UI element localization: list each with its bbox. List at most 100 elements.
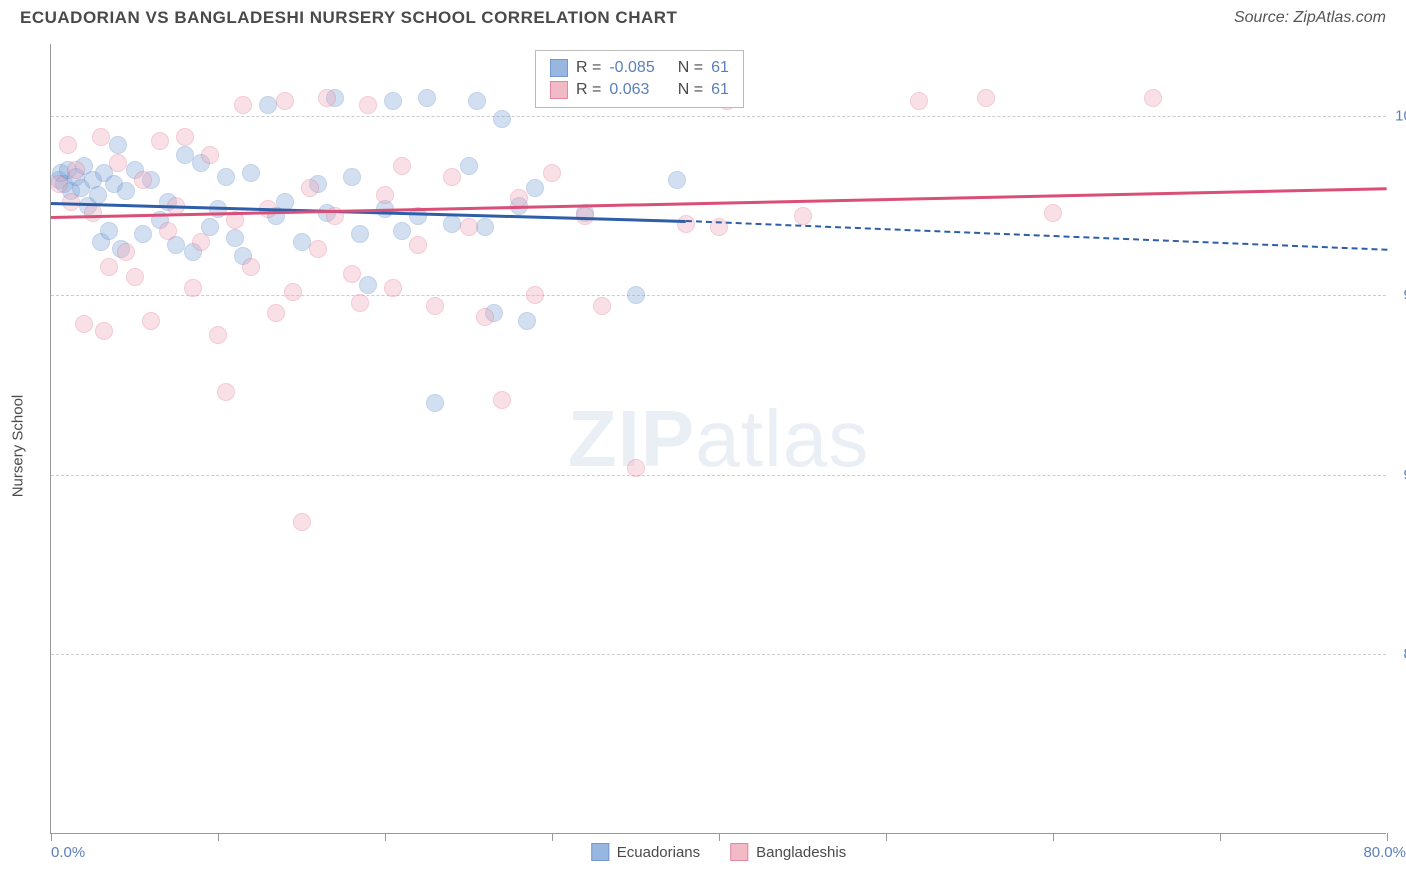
x-tick — [1220, 833, 1221, 841]
scatter-point — [159, 222, 177, 240]
source-attribution: Source: ZipAtlas.com — [1234, 9, 1386, 27]
y-axis-label: Nursery School — [10, 395, 27, 498]
scatter-point — [1144, 89, 1162, 107]
watermark-text: ZIPatlas — [568, 393, 869, 485]
legend-row: R = -0.085 N = 61 — [550, 57, 729, 79]
scatter-point — [526, 179, 544, 197]
scatter-point — [192, 233, 210, 251]
scatter-point — [201, 146, 219, 164]
legend-swatch — [550, 59, 568, 77]
scatter-point — [95, 322, 113, 340]
legend-swatch — [730, 843, 748, 861]
x-tick — [552, 833, 553, 841]
scatter-point — [526, 286, 544, 304]
scatter-point — [493, 110, 511, 128]
scatter-point — [309, 240, 327, 258]
scatter-point — [276, 92, 294, 110]
scatter-point — [359, 276, 377, 294]
scatter-point — [259, 96, 277, 114]
legend-row: R = 0.063 N = 61 — [550, 79, 729, 101]
scatter-point — [351, 294, 369, 312]
scatter-point — [460, 157, 478, 175]
scatter-point — [134, 171, 152, 189]
scatter-point — [267, 304, 285, 322]
legend-item: Ecuadorians — [591, 843, 700, 861]
scatter-point — [59, 136, 77, 154]
scatter-point — [89, 186, 107, 204]
scatter-chart: ZIPatlas 85.0%90.0%95.0%100.0%0.0%80.0%R… — [50, 44, 1386, 834]
scatter-point — [677, 215, 695, 233]
scatter-point — [668, 171, 686, 189]
x-tick — [1387, 833, 1388, 841]
scatter-point — [476, 308, 494, 326]
scatter-point — [426, 297, 444, 315]
legend-swatch — [550, 81, 568, 99]
legend-n-value: 61 — [711, 59, 729, 77]
scatter-point — [426, 394, 444, 412]
scatter-point — [384, 279, 402, 297]
scatter-point — [109, 136, 127, 154]
scatter-point — [100, 258, 118, 276]
scatter-point — [468, 92, 486, 110]
scatter-point — [443, 215, 461, 233]
scatter-point — [977, 89, 995, 107]
gridline-h — [51, 295, 1386, 296]
scatter-point — [376, 186, 394, 204]
scatter-point — [226, 229, 244, 247]
legend-n-value: 61 — [711, 81, 729, 99]
series-legend: Ecuadorians Bangladeshis — [591, 843, 846, 861]
legend-r-label: R = — [576, 81, 601, 99]
scatter-point — [109, 154, 127, 172]
scatter-point — [593, 297, 611, 315]
scatter-point — [910, 92, 928, 110]
scatter-point — [443, 168, 461, 186]
x-tick-label-end: 80.0% — [1363, 844, 1406, 861]
legend-r-value: -0.085 — [609, 59, 665, 77]
legend-series-name: Ecuadorians — [617, 844, 700, 861]
scatter-point — [384, 92, 402, 110]
scatter-point — [393, 157, 411, 175]
scatter-point — [1044, 204, 1062, 222]
scatter-point — [343, 168, 361, 186]
scatter-point — [242, 258, 260, 276]
x-tick-label-start: 0.0% — [51, 844, 85, 861]
legend-series-name: Bangladeshis — [756, 844, 846, 861]
legend-n-label: N = — [673, 81, 703, 99]
scatter-point — [293, 513, 311, 531]
gridline-h — [51, 116, 1386, 117]
y-tick-label: 90.0% — [1391, 466, 1406, 483]
trend-line — [51, 188, 1387, 219]
scatter-point — [234, 96, 252, 114]
scatter-point — [126, 268, 144, 286]
trend-line-dashed — [686, 220, 1387, 251]
scatter-point — [543, 164, 561, 182]
scatter-point — [50, 175, 68, 193]
scatter-point — [301, 179, 319, 197]
y-tick-label: 85.0% — [1391, 646, 1406, 663]
scatter-point — [209, 326, 227, 344]
y-tick-label: 95.0% — [1391, 287, 1406, 304]
scatter-point — [318, 89, 336, 107]
scatter-point — [409, 236, 427, 254]
scatter-point — [343, 265, 361, 283]
scatter-point — [117, 182, 135, 200]
legend-r-value: 0.063 — [609, 81, 665, 99]
scatter-point — [176, 128, 194, 146]
scatter-point — [75, 315, 93, 333]
x-tick — [886, 833, 887, 841]
scatter-point — [100, 222, 118, 240]
correlation-legend: R = -0.085 N = 61R = 0.063 N = 61 — [535, 50, 744, 108]
scatter-point — [359, 96, 377, 114]
scatter-point — [493, 391, 511, 409]
scatter-point — [151, 132, 169, 150]
y-tick-label: 100.0% — [1391, 107, 1406, 124]
scatter-point — [476, 218, 494, 236]
x-tick — [1053, 833, 1054, 841]
scatter-point — [284, 283, 302, 301]
scatter-point — [67, 161, 85, 179]
scatter-point — [518, 312, 536, 330]
legend-r-label: R = — [576, 59, 601, 77]
scatter-point — [460, 218, 478, 236]
gridline-h — [51, 475, 1386, 476]
legend-swatch — [591, 843, 609, 861]
